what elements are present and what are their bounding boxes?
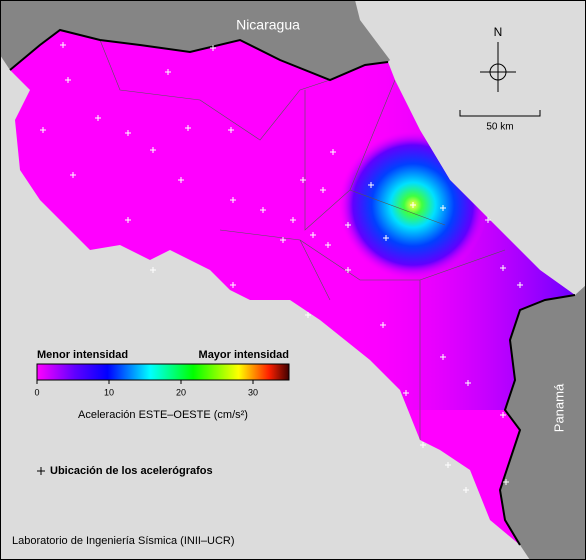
colorbar-max-label: Mayor intensidad bbox=[199, 349, 289, 361]
scale-label: 50 km bbox=[486, 122, 513, 133]
colorbar-title: Aceleración ESTE–OESTE (cm/s²) bbox=[78, 409, 248, 421]
colorbar-tick-label: 0 bbox=[34, 387, 39, 397]
station-markers bbox=[40, 42, 523, 493]
colorbar-tick-label: 30 bbox=[248, 387, 258, 397]
scale-bar bbox=[459, 110, 541, 117]
colorbar-tick-label: 10 bbox=[104, 387, 114, 397]
colorbar bbox=[36, 363, 290, 381]
credit: Laboratorio de Ingeniería Sísmica (INII–… bbox=[12, 535, 235, 547]
panama-land bbox=[500, 285, 586, 560]
legend-symbol bbox=[37, 467, 45, 475]
borders bbox=[9, 28, 576, 546]
north-arrow: N bbox=[480, 25, 516, 92]
colorbar-tick-label: 20 bbox=[176, 387, 186, 397]
country-label: Panamá bbox=[551, 383, 566, 432]
colorbar-min-label: Menor intensidad bbox=[37, 349, 128, 361]
country-label: Nicaragua bbox=[236, 17, 300, 33]
nicaragua-land bbox=[0, 0, 390, 80]
north-label: N bbox=[494, 25, 503, 39]
legend-label: Ubicación de los acelerógrafos bbox=[50, 465, 213, 477]
